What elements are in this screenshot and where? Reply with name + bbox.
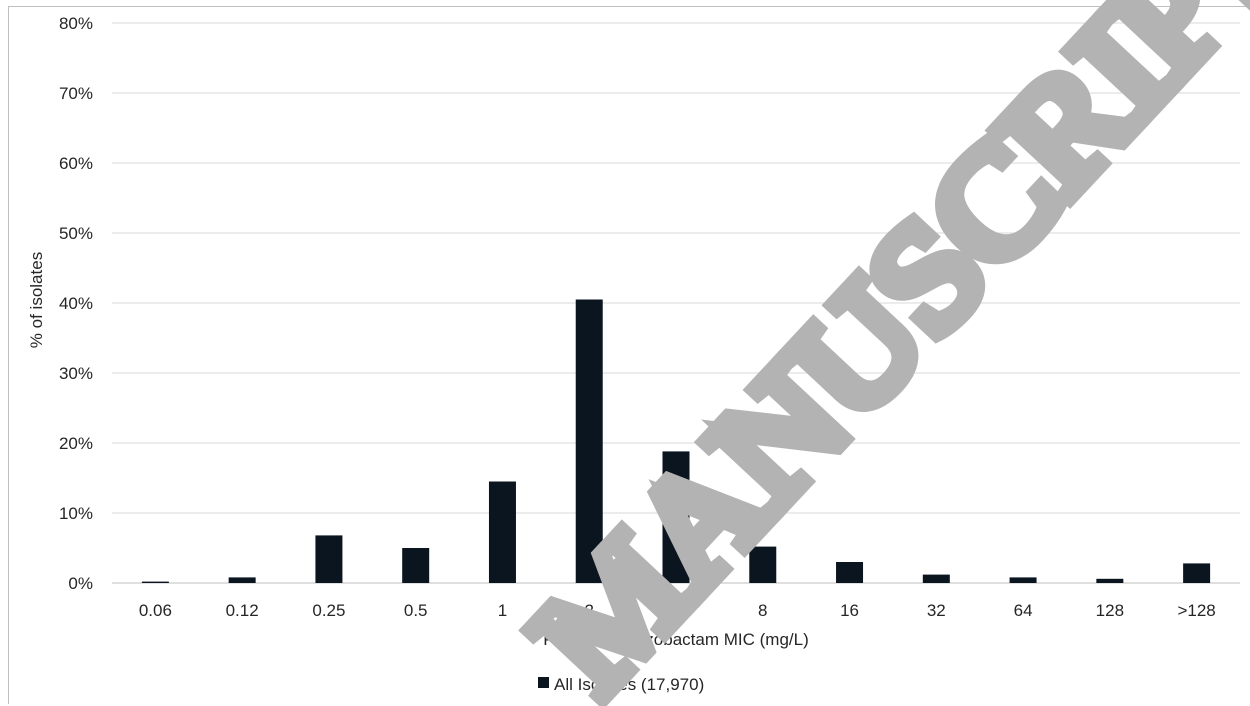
bar bbox=[662, 451, 690, 583]
x-tick-label: 128 bbox=[1096, 601, 1124, 620]
x-tick-label: 0.12 bbox=[226, 601, 259, 620]
watermark-text: MANUSCRIPT bbox=[503, 0, 1250, 706]
bars bbox=[141, 299, 1211, 583]
x-tick-label: 16 bbox=[840, 601, 859, 620]
y-tick-label: 80% bbox=[59, 14, 93, 33]
x-axis-title: Piperacillin-tazobactam MIC (mg/L) bbox=[543, 630, 808, 649]
y-tick-label: 30% bbox=[59, 364, 93, 383]
bar bbox=[749, 546, 777, 583]
bar bbox=[141, 581, 169, 583]
x-tick-label: 8 bbox=[758, 601, 767, 620]
x-tick-label: 0.25 bbox=[312, 601, 345, 620]
legend: All Isolates (17,970) bbox=[538, 675, 704, 694]
y-tick-label: 10% bbox=[59, 504, 93, 523]
y-tick-labels: 0% 10% 20% 30% 40% 50% 60% 70% 80% bbox=[59, 14, 93, 593]
chart-frame bbox=[8, 6, 1248, 704]
bar bbox=[1009, 577, 1037, 583]
x-tick-label: 32 bbox=[927, 601, 946, 620]
bar bbox=[836, 562, 864, 583]
x-tick-labels: 0.06 0.12 0.25 0.5 1 2 4 8 16 32 64 128 >128 bbox=[139, 601, 1216, 620]
legend-swatch bbox=[538, 677, 549, 688]
legend-label: All Isolates (17,970) bbox=[554, 675, 704, 694]
y-tick-label: 0% bbox=[68, 574, 93, 593]
x-tick-label: 1 bbox=[498, 601, 507, 620]
x-tick-label: 4 bbox=[671, 601, 680, 620]
x-tick-label: >128 bbox=[1177, 601, 1215, 620]
bar bbox=[1183, 563, 1211, 583]
y-tick-label: 50% bbox=[59, 224, 93, 243]
bar bbox=[922, 574, 950, 583]
y-tick-label: 60% bbox=[59, 154, 93, 173]
bar bbox=[315, 535, 343, 583]
x-tick-label: 2 bbox=[584, 601, 593, 620]
x-tick-label: 64 bbox=[1014, 601, 1033, 620]
x-tick-label: 0.5 bbox=[404, 601, 428, 620]
bar bbox=[1096, 578, 1124, 583]
y-axis-title: % of isolates bbox=[27, 252, 46, 348]
bar bbox=[488, 481, 516, 583]
bar bbox=[575, 299, 603, 583]
y-tick-label: 40% bbox=[59, 294, 93, 313]
bar bbox=[228, 577, 256, 583]
y-tick-label: 20% bbox=[59, 434, 93, 453]
y-tick-label: 70% bbox=[59, 84, 93, 103]
bar bbox=[402, 548, 430, 583]
x-tick-label: 0.06 bbox=[139, 601, 172, 620]
